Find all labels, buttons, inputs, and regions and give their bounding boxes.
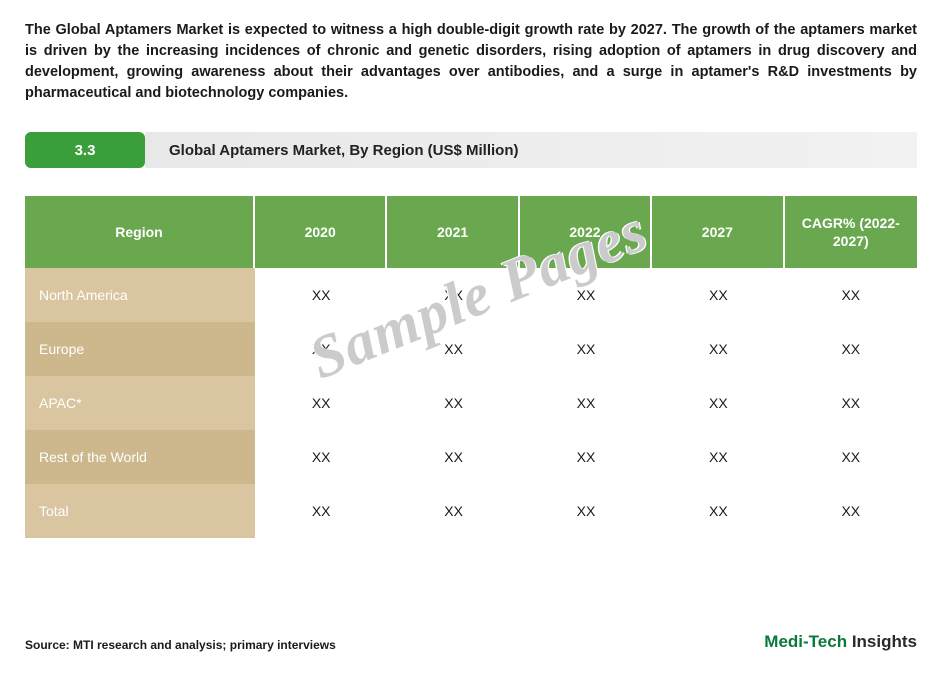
row-label: Europe (25, 322, 255, 376)
cell: XX (255, 322, 387, 376)
cell: XX (387, 430, 519, 484)
table-row: North America XX XX XX XX XX (25, 268, 917, 322)
col-cagr: CAGR% (2022-2027) (785, 196, 917, 268)
col-2022: 2022 (520, 196, 652, 268)
cell: XX (255, 376, 387, 430)
table-row: APAC* XX XX XX XX XX (25, 376, 917, 430)
cell: XX (652, 268, 784, 322)
cell: XX (652, 430, 784, 484)
cell: XX (255, 268, 387, 322)
col-2020: 2020 (255, 196, 387, 268)
brand-part1: Medi-Tech (764, 632, 847, 651)
cell: XX (520, 376, 652, 430)
table-row: Europe XX XX XX XX XX (25, 322, 917, 376)
intro-paragraph: The Global Aptamers Market is expected t… (25, 20, 917, 104)
brand-part2: Insights (847, 632, 917, 651)
cell: XX (785, 484, 917, 538)
cell: XX (387, 376, 519, 430)
cell: XX (387, 484, 519, 538)
table-row: Rest of the World XX XX XX XX XX (25, 430, 917, 484)
cell: XX (785, 268, 917, 322)
cell: XX (652, 376, 784, 430)
brand-logo: Medi-Tech Insights (764, 632, 917, 652)
col-2027: 2027 (652, 196, 784, 268)
cell: XX (520, 430, 652, 484)
cell: XX (785, 376, 917, 430)
table-header-row: Region 2020 2021 2022 2027 CAGR% (2022-2… (25, 196, 917, 268)
col-2021: 2021 (387, 196, 519, 268)
footer: Source: MTI research and analysis; prima… (25, 632, 917, 652)
section-header: 3.3 Global Aptamers Market, By Region (U… (25, 132, 917, 168)
row-label: North America (25, 268, 255, 322)
cell: XX (520, 268, 652, 322)
cell: XX (785, 430, 917, 484)
row-label: APAC* (25, 376, 255, 430)
cell: XX (387, 322, 519, 376)
cell: XX (520, 322, 652, 376)
section-number-badge: 3.3 (25, 132, 145, 168)
cell: XX (652, 484, 784, 538)
cell: XX (520, 484, 652, 538)
col-region: Region (25, 196, 255, 268)
source-note: Source: MTI research and analysis; prima… (25, 638, 336, 652)
cell: XX (255, 430, 387, 484)
cell: XX (387, 268, 519, 322)
cell: XX (785, 322, 917, 376)
market-table: Region 2020 2021 2022 2027 CAGR% (2022-2… (25, 196, 917, 538)
row-label: Rest of the World (25, 430, 255, 484)
cell: XX (652, 322, 784, 376)
row-label: Total (25, 484, 255, 538)
cell: XX (255, 484, 387, 538)
table-row: Total XX XX XX XX XX (25, 484, 917, 538)
section-title: Global Aptamers Market, By Region (US$ M… (145, 132, 917, 168)
